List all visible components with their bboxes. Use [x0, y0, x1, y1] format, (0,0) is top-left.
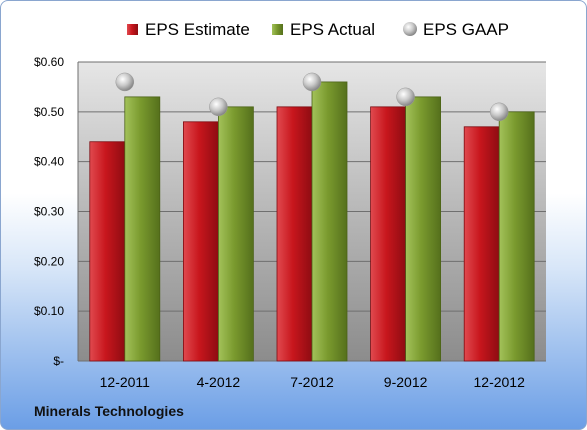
- eps-actual-bar: [217, 106, 254, 362]
- legend-swatch-eps-estimate: [127, 24, 138, 35]
- x-tick-label: 7-2012: [290, 374, 334, 390]
- eps-estimate-bar: [463, 126, 500, 362]
- y-tick-label: $0.50: [34, 105, 64, 119]
- company-name: Minerals Technologies: [34, 403, 184, 419]
- y-tick-label: $-: [53, 354, 64, 368]
- eps-estimate-bar: [182, 121, 219, 362]
- legend-swatch-eps-actual: [272, 24, 283, 35]
- x-tick-label: 12-2011: [100, 374, 151, 390]
- y-tick-label: $0.10: [34, 304, 64, 318]
- eps-actual-bar: [405, 96, 442, 362]
- eps-gaap-marker: [396, 87, 415, 107]
- legend-label-eps-actual: EPS Actual: [290, 20, 375, 39]
- y-tick-label: $0.60: [34, 55, 64, 69]
- eps-gaap-marker: [115, 72, 135, 92]
- x-tick-label: 4-2012: [197, 374, 241, 390]
- eps-estimate-bar: [370, 106, 407, 362]
- x-tick-label: 9-2012: [384, 374, 428, 390]
- eps-actual-bar: [124, 96, 161, 362]
- legend-label-eps-gaap: EPS GAAP: [423, 20, 509, 39]
- y-tick-label: $0.40: [34, 155, 64, 169]
- y-tick-label: $0.20: [34, 254, 64, 268]
- legend-label-eps-estimate: EPS Estimate: [145, 20, 250, 39]
- y-tick-label: $0.30: [34, 205, 64, 219]
- eps-estimate-bar: [89, 141, 126, 362]
- eps-actual-bar: [311, 81, 348, 362]
- eps-gaap-marker: [489, 102, 509, 122]
- eps-gaap-marker: [209, 97, 228, 117]
- eps-actual-bar: [498, 111, 535, 362]
- eps-estimate-bar: [276, 106, 313, 362]
- x-tick-label: 12-2012: [474, 374, 526, 390]
- legend-swatch-eps-gaap: [403, 22, 417, 36]
- eps-gaap-marker: [302, 72, 322, 92]
